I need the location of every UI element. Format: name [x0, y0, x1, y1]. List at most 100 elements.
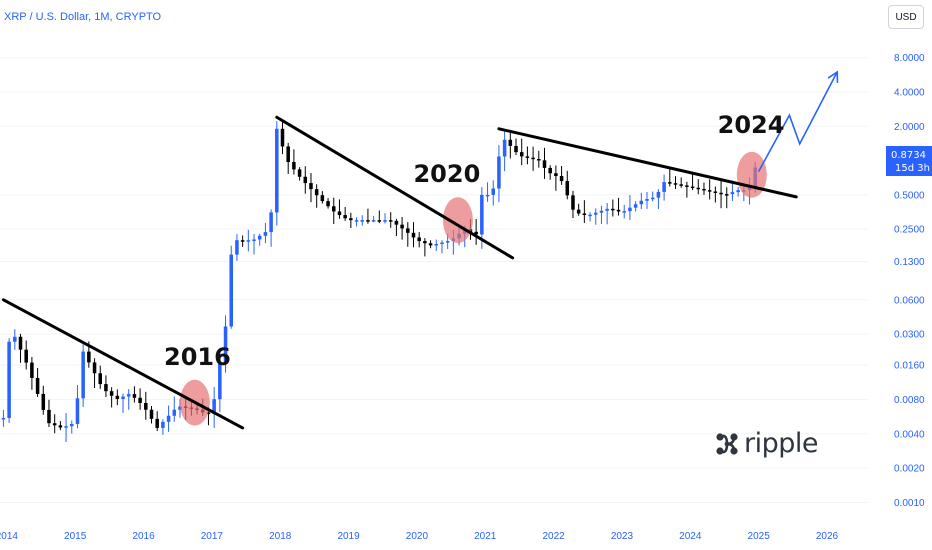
year-annotation: 2020 [413, 160, 480, 188]
candle-down [423, 241, 427, 244]
candle-down [696, 187, 701, 190]
candle-down [349, 218, 353, 221]
year-annotation: 2024 [718, 111, 785, 139]
candle-down [394, 220, 399, 225]
candle-up [730, 192, 735, 195]
candle-up [212, 399, 216, 414]
candle-up [257, 235, 262, 240]
candle-up [354, 220, 359, 222]
y-tick-label: 0.2500 [894, 225, 925, 236]
y-tick-label: 0.0080 [894, 395, 925, 406]
candle-up [633, 204, 638, 208]
candle-down [47, 409, 51, 424]
candle-up [246, 240, 251, 242]
candlestick-series [1, 119, 757, 442]
candle-up [218, 362, 222, 400]
candle-up [166, 415, 171, 422]
candle-down [24, 349, 28, 363]
candle-down [400, 224, 404, 229]
candle-up [445, 241, 450, 243]
candle-up [252, 239, 256, 241]
candle-down [724, 194, 729, 196]
candle-up [491, 188, 495, 195]
y-tick-label: 0.0300 [894, 330, 925, 341]
candle-down [668, 182, 672, 184]
y-tick-label: 0.0040 [894, 429, 925, 440]
candle-down [52, 423, 57, 426]
y-tick-label: 0.5000 [894, 190, 925, 201]
candle-down [240, 240, 245, 242]
price-tag-value: 0.8734 [891, 150, 926, 161]
candle-down [417, 237, 421, 242]
candle-up [593, 212, 598, 215]
x-tick-label: 2014 [0, 531, 18, 542]
chart-title: XRP / U.S. Dollar, 1M, CRYPTO [4, 11, 162, 23]
candle-down [565, 181, 570, 196]
candle-down [280, 128, 285, 147]
candle-up [81, 351, 85, 399]
candle-up [639, 200, 644, 205]
ripple-logo: ripple [714, 428, 819, 459]
candle-down [132, 394, 137, 398]
x-tick-label: 2020 [406, 531, 429, 542]
x-tick-label: 2026 [816, 531, 839, 542]
breakout-circle [442, 197, 473, 244]
candle-down [571, 195, 575, 210]
candle-down [554, 173, 558, 177]
candle-up [360, 220, 365, 222]
x-tick-label: 2015 [64, 531, 87, 542]
candle-up [662, 182, 666, 192]
candle-down [98, 373, 103, 385]
candle-down [366, 220, 370, 222]
candle-down [685, 185, 689, 187]
y-tick-label: 0.0020 [894, 464, 925, 475]
candle-down [206, 412, 211, 414]
candle-down [719, 192, 723, 195]
projection-arrowhead [827, 70, 839, 83]
candle-down [331, 206, 336, 212]
year-annotations: 2016 2020 2024 [164, 111, 784, 371]
candle-up [223, 326, 228, 363]
trendlines [1, 115, 798, 430]
candle-up [69, 424, 74, 427]
candle-up [383, 220, 387, 222]
trendline [497, 127, 798, 199]
candle-down [679, 184, 683, 186]
candle-down [690, 186, 695, 189]
candle-up [480, 194, 484, 235]
price-tag-countdown: 15d 3h [895, 163, 930, 174]
candle-down [519, 152, 524, 157]
chart-grid [0, 57, 868, 503]
candle-down [286, 146, 290, 163]
candle-up [64, 426, 68, 428]
candle-down [155, 418, 159, 428]
candle-up [656, 191, 661, 198]
candle-down [309, 183, 313, 190]
candle-down [673, 183, 678, 185]
x-tick-label: 2025 [748, 531, 771, 542]
candle-down [406, 228, 410, 233]
candle-down [411, 232, 416, 238]
candle-down [514, 145, 518, 153]
candle-up [645, 199, 649, 201]
breakout-circle [736, 151, 767, 198]
x-tick-label: 2021 [474, 531, 497, 542]
candle-down [388, 220, 393, 222]
x-tick-label: 2024 [679, 531, 702, 542]
trendline [275, 115, 515, 260]
candle-down [531, 157, 535, 160]
candle-up [605, 208, 609, 211]
candle-up [7, 341, 11, 419]
candle-up [178, 406, 182, 410]
candle-up [502, 139, 507, 157]
candle-down [343, 215, 347, 219]
candle-up [269, 212, 273, 233]
candle-down [576, 209, 581, 214]
candle-up [588, 214, 592, 217]
candle-down [542, 160, 547, 168]
candle-down [320, 195, 325, 202]
currency-button[interactable]: USD [888, 5, 924, 29]
candle-up [497, 156, 501, 189]
candle-down [92, 362, 97, 374]
